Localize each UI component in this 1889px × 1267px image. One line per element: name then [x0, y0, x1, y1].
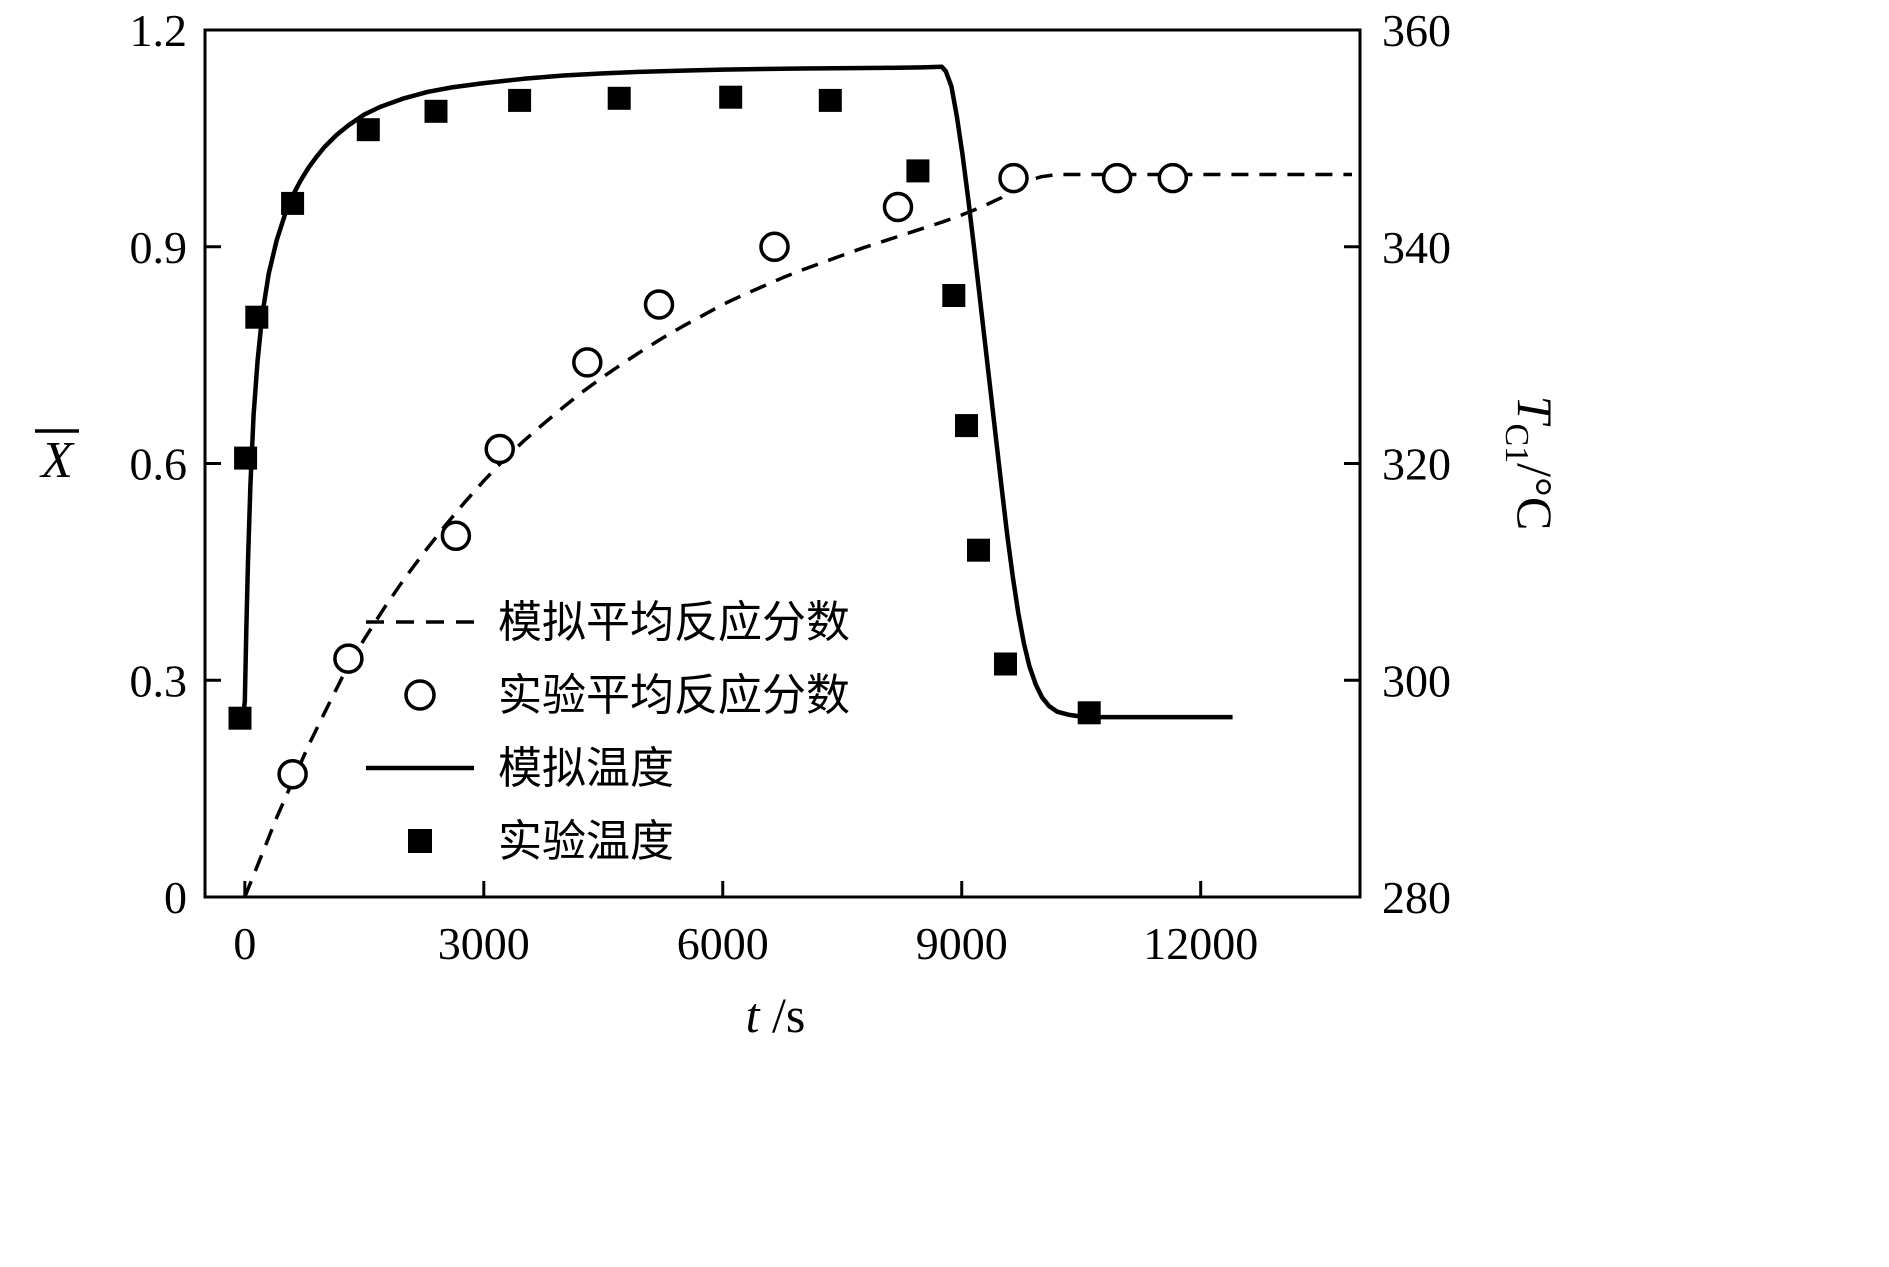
data-point-filled-square: [356, 118, 380, 142]
data-point-filled-square: [818, 88, 842, 112]
data-point-filled-square: [245, 305, 269, 329]
right-axis-tick-label: 360: [1382, 5, 1451, 56]
legend-item-0: 模拟平均反应分数: [366, 598, 850, 647]
right-axis-tick-label: 340: [1382, 222, 1451, 273]
legend-item-2: 模拟温度: [366, 744, 674, 793]
legend-label: 模拟温度: [498, 744, 674, 793]
axes-layer: 0 3000 6000 9000 12000 0 0.3 0.6 0.9 1.2 280 300 320…: [35, 5, 1563, 1043]
simulated-temperature-line: [236, 64, 1233, 720]
x-axis-tick-label: 0: [233, 918, 256, 969]
legend-open-circle-sample: [404, 679, 436, 711]
data-point-filled-square: [234, 446, 258, 470]
right-axis-tick-label: 320: [1382, 439, 1451, 490]
data-point-open-circle: [759, 231, 790, 263]
data-point-filled-square: [719, 85, 743, 109]
left-axis-tick-label: 1.2: [130, 5, 188, 56]
left-axis-title: X: [39, 432, 75, 489]
data-point-open-circle: [643, 289, 675, 320]
data-point-open-circle: [572, 347, 603, 378]
legend-label: 模拟平均反应分数: [498, 598, 850, 647]
x-axis-tick-label: 12000: [1143, 918, 1258, 969]
left-axis-tick-label: 0.6: [130, 439, 188, 490]
data-point-filled-square: [967, 538, 990, 562]
right-axis-title: TC1/°C: [1498, 396, 1563, 531]
data-point-filled-square: [955, 414, 978, 438]
data-point-filled-square: [508, 88, 532, 112]
x-axis-tick-label: 9000: [916, 918, 1008, 969]
data-point-open-circle: [484, 433, 515, 465]
data-point-open-circle: [998, 162, 1029, 194]
legend-label: 实验平均反应分数: [498, 671, 850, 720]
legend-filled-square-sample: [408, 829, 432, 853]
data-point-open-circle: [277, 758, 308, 790]
data-point-filled-square: [281, 191, 305, 215]
data-point-open-circle: [882, 191, 914, 223]
data-point-open-circle: [1157, 162, 1189, 194]
data-point-filled-square: [228, 706, 252, 730]
data-point-filled-square: [906, 159, 930, 183]
series-layer: [228, 64, 1352, 898]
right-axis-tick-label: 300: [1382, 655, 1451, 706]
legend-label: 实验温度: [498, 817, 674, 866]
data-point-open-circle: [440, 520, 472, 552]
data-point-filled-square: [607, 86, 631, 110]
data-point-filled-square: [424, 99, 448, 123]
data-point-open-circle: [1101, 162, 1133, 194]
left-axis-tick-label: 0: [164, 872, 187, 923]
x-axis-tick-label: 3000: [438, 918, 530, 969]
experimental-fraction-points: [277, 162, 1189, 790]
right-axis-tick-label: 280: [1382, 872, 1451, 923]
simulated-fraction-dashed-line: [243, 172, 1352, 898]
data-point-filled-square: [994, 652, 1017, 676]
x-axis-title: t /s: [746, 987, 806, 1043]
left-axis-tick-label: 0.9: [130, 222, 188, 273]
legend-item-1: 实验平均反应分数: [404, 671, 850, 720]
experimental-temperature-points: [228, 85, 1101, 730]
data-point-filled-square: [1077, 701, 1101, 725]
x-axis-tick-label: 6000: [677, 918, 769, 969]
data-point-filled-square: [942, 284, 966, 307]
left-axis-tick-label: 0.3: [130, 655, 188, 706]
data-point-open-circle: [333, 643, 364, 674]
legend-item-3: 实验温度: [408, 817, 674, 866]
